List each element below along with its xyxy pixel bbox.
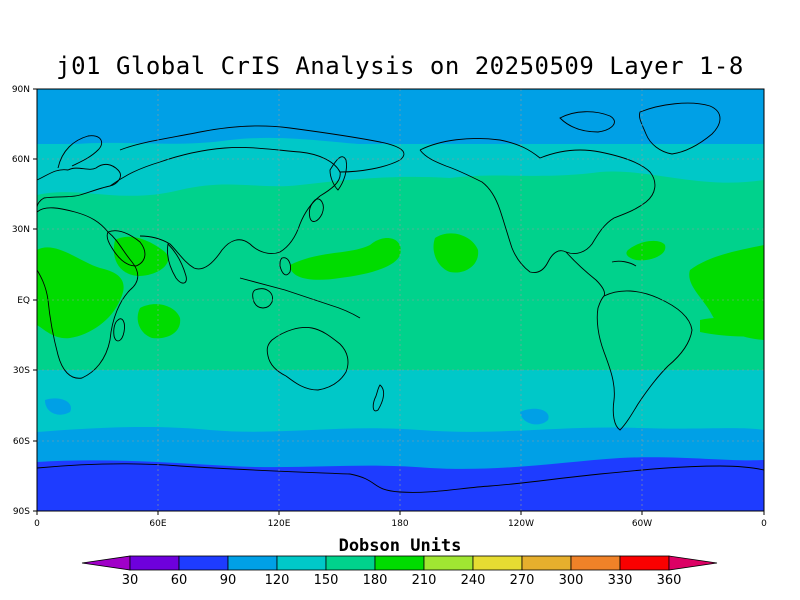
scandinavia-outline bbox=[57, 135, 102, 169]
sea-islands-outline bbox=[239, 277, 361, 319]
lat-labels: 90N 60N 30N EQ 30S 60S 90S bbox=[12, 85, 30, 517]
colorbar-swatch bbox=[276, 555, 327, 571]
lat-label-30s: 30S bbox=[13, 366, 30, 376]
colorbar-swatch bbox=[178, 555, 229, 571]
lat-label-90s: 90S bbox=[13, 507, 30, 517]
lon-label-60e: 60E bbox=[149, 519, 166, 529]
colorbar-label: 60 bbox=[171, 573, 188, 588]
lat-label-60n: 60N bbox=[12, 155, 30, 165]
africa-outline bbox=[37, 207, 139, 379]
lon-label-120e: 120E bbox=[268, 519, 291, 529]
colorbar-swatch bbox=[325, 555, 376, 571]
lat-label-90n: 90N bbox=[12, 85, 30, 95]
axis-ticks bbox=[33, 88, 765, 515]
madagascar-outline bbox=[113, 318, 125, 342]
high-patch-pacific-central bbox=[433, 233, 479, 273]
kamchatka-outline bbox=[329, 156, 347, 191]
colorbar-label: 210 bbox=[412, 573, 437, 588]
lat-label-eq: EQ bbox=[17, 296, 30, 306]
colorbar-swatch bbox=[570, 555, 621, 571]
colorbar-label: 180 bbox=[363, 573, 388, 588]
boundary-south-3 bbox=[37, 457, 764, 511]
colorbar-arrow-high bbox=[668, 555, 718, 571]
asia-outline bbox=[109, 147, 341, 270]
ozone-field bbox=[37, 89, 764, 511]
arctic-islands-outline bbox=[559, 111, 615, 133]
colorbar-label: 120 bbox=[265, 573, 290, 588]
india-outline bbox=[167, 243, 187, 284]
greenland-outline bbox=[639, 102, 721, 155]
colorbar-title: Dobson Units bbox=[338, 536, 462, 556]
high-patch-gulf bbox=[626, 240, 666, 261]
high-patch-south-atlantic bbox=[700, 317, 764, 337]
antarctica-outline bbox=[37, 463, 764, 493]
lat-label-30n: 30N bbox=[12, 225, 30, 235]
arabia-outline bbox=[106, 230, 146, 267]
high-patch-arabia bbox=[113, 236, 169, 276]
low-patch-south-indian bbox=[45, 398, 71, 415]
high-patch-atlantic bbox=[689, 245, 764, 340]
colorbar-label: 90 bbox=[220, 573, 237, 588]
boundary-north-2 bbox=[37, 171, 764, 260]
north-america-outline bbox=[419, 138, 656, 273]
lon-label-0-right: 0 bbox=[761, 519, 767, 529]
lat-label-60s: 60S bbox=[13, 437, 30, 447]
colorbar-label: 30 bbox=[122, 573, 139, 588]
graticule bbox=[37, 89, 764, 511]
borneo-outline bbox=[252, 288, 273, 309]
low-patch-south-pacific bbox=[520, 408, 549, 425]
lon-label-60w: 60W bbox=[632, 519, 652, 529]
lon-label-0-left: 0 bbox=[34, 519, 40, 529]
colorbar-label: 240 bbox=[461, 573, 486, 588]
colorbar-swatch bbox=[227, 555, 278, 571]
colorbar-label: 330 bbox=[608, 573, 633, 588]
colorbar-label: 150 bbox=[314, 573, 339, 588]
colorbar-label: 270 bbox=[510, 573, 535, 588]
colorbar: 30 60 90 120 150 180 210 240 270 300 330 360 bbox=[81, 555, 718, 588]
south-america-outline bbox=[596, 290, 693, 431]
colorbar-swatch bbox=[129, 555, 180, 571]
chart-title: j01 Global CrIS Analysis on 20250509 Lay… bbox=[56, 52, 744, 80]
high-patch-indian-ocean bbox=[137, 304, 181, 339]
colorbar-label: 360 bbox=[657, 573, 682, 588]
colorbar-arrow-low bbox=[81, 555, 131, 571]
band-high-north bbox=[37, 89, 764, 144]
lon-label-180: 180 bbox=[391, 519, 408, 529]
central-america-outline bbox=[565, 251, 605, 297]
boundary-south-1 bbox=[37, 374, 764, 440]
colorbar-swatch bbox=[423, 555, 474, 571]
colorbar-swatch bbox=[472, 555, 523, 571]
new-zealand-outline bbox=[372, 384, 385, 412]
high-patch-pacific-west bbox=[290, 237, 401, 280]
colorbar-swatch bbox=[521, 555, 572, 571]
high-patch-africa bbox=[37, 247, 124, 339]
japan-outline bbox=[308, 198, 324, 222]
colorbar-label: 300 bbox=[559, 573, 584, 588]
philippines-outline bbox=[279, 257, 291, 276]
australia-outline bbox=[266, 327, 349, 391]
lon-labels: 0 60E 120E 180 120W 60W 0 bbox=[34, 519, 767, 529]
colorbar-swatch bbox=[619, 555, 670, 571]
caribbean-outline bbox=[611, 260, 637, 267]
coastlines bbox=[37, 102, 764, 493]
boundary-south-2 bbox=[37, 426, 764, 470]
lon-label-120w: 120W bbox=[508, 519, 534, 529]
colorbar-swatch bbox=[374, 555, 425, 571]
